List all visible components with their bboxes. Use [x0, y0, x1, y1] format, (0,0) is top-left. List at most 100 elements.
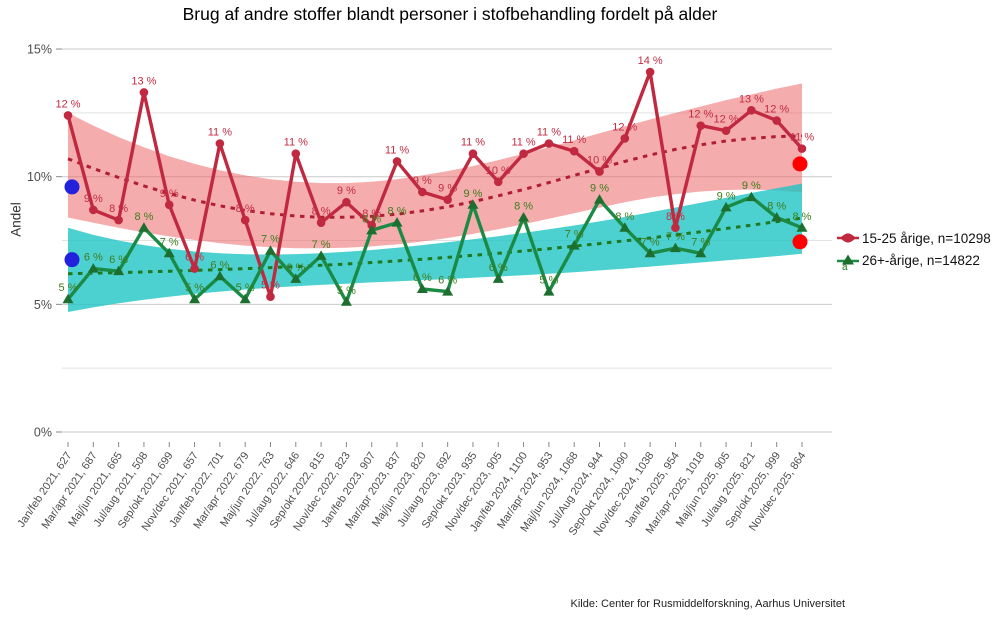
reference-dot: [792, 234, 808, 250]
data-point-label: 6 %: [109, 254, 128, 266]
data-point-label: 10 %: [486, 165, 511, 177]
data-point: [342, 197, 351, 207]
data-point-label: 11 %: [385, 144, 409, 156]
data-point-label: 7 %: [641, 236, 660, 248]
data-point: [745, 191, 757, 202]
legend-label: 26+-årige, n=14822: [862, 252, 980, 268]
data-point-label: 8 %: [793, 211, 812, 223]
data-point: [113, 265, 125, 276]
data-point-label: 8 %: [615, 211, 634, 223]
data-point-label: 9 %: [438, 183, 457, 195]
y-tick-label: 10%: [27, 170, 52, 184]
legend-item-15-25: 15-25 årige, n=10298: [836, 227, 1004, 249]
data-point: [189, 293, 201, 304]
data-point-label: 9 %: [160, 188, 179, 200]
data-point: [696, 121, 706, 130]
data-point-label: 8 %: [109, 203, 128, 215]
data-point-label: 6 %: [185, 252, 204, 264]
data-point: [669, 242, 681, 253]
data-point-label: 8 %: [767, 201, 786, 213]
data-point: [568, 240, 580, 250]
data-point-label: 11 %: [790, 132, 814, 144]
data-point: [492, 273, 504, 283]
data-point: [62, 293, 74, 304]
source-attribution: Kilde: Center for Rusmiddelforskning, Aa…: [570, 598, 845, 610]
data-point: [264, 245, 276, 255]
data-point-label: 8 %: [236, 203, 255, 215]
data-point: [645, 67, 655, 77]
data-point-label: 12 %: [688, 109, 713, 121]
data-point: [416, 283, 428, 294]
data-point-label: 6 %: [413, 272, 432, 284]
data-point: [418, 187, 427, 197]
data-point: [721, 126, 731, 136]
data-point-label: 9 %: [413, 175, 432, 187]
data-point-label: 14 %: [638, 55, 663, 67]
data-point: [87, 263, 99, 273]
data-point-label: 7 %: [160, 236, 179, 248]
data-point: [543, 286, 555, 296]
data-point: [190, 264, 199, 273]
data-point-label: 13 %: [739, 93, 764, 105]
data-point-label: 8 %: [514, 201, 533, 213]
data-point: [163, 247, 175, 258]
y-tick-label: 5%: [34, 298, 52, 312]
data-point: [139, 88, 149, 97]
data-point-label: 7 %: [666, 231, 685, 243]
data-point: [519, 149, 528, 159]
data-point: [468, 149, 478, 159]
data-point-label: 6 %: [489, 262, 508, 274]
data-point-label: 8 %: [312, 206, 331, 218]
data-point-label: 12 %: [714, 114, 739, 126]
data-point: [569, 146, 579, 156]
reference-dot: [64, 179, 80, 195]
data-point: [138, 222, 150, 232]
data-point: [291, 149, 301, 159]
data-point: [796, 222, 808, 232]
legend-item-26plus: 26+-årige, n=14822: [836, 249, 1004, 271]
data-point: [442, 286, 454, 296]
data-point-label: 6 %: [210, 259, 229, 271]
data-point: [443, 195, 452, 204]
data-point-label: 12 %: [612, 121, 637, 133]
data-point: [620, 134, 630, 143]
data-point-label: 5 %: [185, 282, 204, 294]
data-point-label: 9 %: [84, 193, 103, 205]
confidence-band: [68, 83, 802, 249]
data-point: [266, 292, 275, 301]
data-point: [797, 144, 807, 153]
data-point: [771, 212, 783, 222]
data-point-label: 9 %: [717, 190, 736, 202]
data-point-label: 11 %: [208, 127, 232, 139]
red-lens-icon: [837, 233, 859, 243]
y-tick-label: 0%: [34, 426, 52, 440]
data-point-label: 7 %: [312, 239, 331, 251]
data-point-label: 9 %: [742, 180, 761, 192]
legend: 15-25 årige, n=10298 26+-årige, n=14822: [836, 227, 1004, 271]
data-point: [720, 201, 732, 212]
data-point: [594, 194, 606, 204]
data-point: [619, 222, 631, 232]
data-point-label: 8 %: [666, 211, 685, 223]
data-point: [695, 247, 707, 258]
data-point-label: 11 %: [537, 127, 561, 139]
data-point: [214, 270, 226, 281]
data-point-label: 7 %: [261, 234, 280, 246]
legend-footnote: a: [842, 262, 848, 273]
data-point: [89, 205, 98, 215]
data-point-label: 11 %: [284, 137, 308, 149]
y-tick-label: 15%: [27, 43, 52, 57]
data-point-label: 11 %: [461, 137, 485, 149]
data-point-label: 9 %: [590, 183, 609, 195]
data-point-label: 13 %: [131, 75, 156, 87]
data-point: [493, 177, 503, 187]
data-point-label: 10 %: [587, 155, 612, 167]
data-point-label: 5 %: [59, 282, 78, 294]
series-line: [66, 195, 803, 304]
data-point: [772, 116, 781, 125]
data-point: [392, 157, 402, 166]
data-point-label: 11 %: [511, 137, 535, 149]
data-point-label: 11 %: [562, 134, 586, 146]
data-point: [644, 247, 656, 258]
